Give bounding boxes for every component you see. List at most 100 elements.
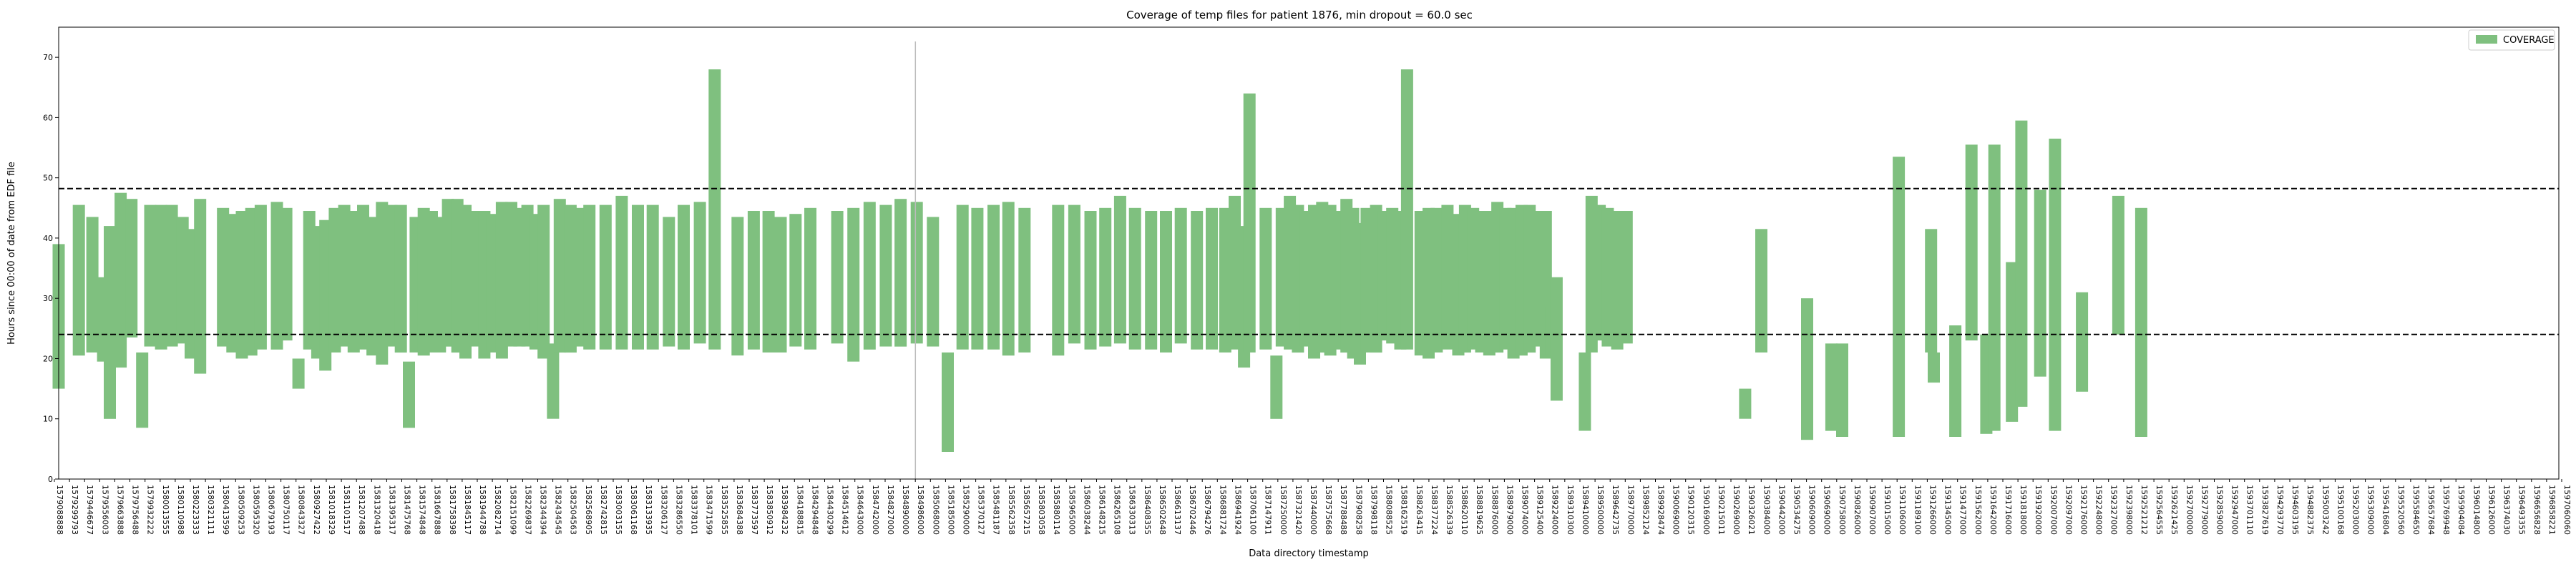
x-tick-label: 1590826000 [1853,485,1862,535]
x-tick-label: 1581758398 [448,485,457,535]
coverage-bar-77 [956,204,969,350]
x-tick-label: 1588377224 [1430,485,1439,535]
x-tick-label: 1581395317 [387,485,396,535]
x-tick-label: 1592521212 [2140,485,2149,535]
coverage-bar-72 [879,204,892,347]
x-tick-label: 1591920000 [2034,485,2043,535]
coverage-bar-63 [731,217,744,356]
x-tick-label: 1592564555 [2155,485,2164,535]
x-tick-label: 1579299793 [70,485,79,535]
x-tick-label: 1589500000 [1596,485,1605,535]
bars-layer [52,69,2147,452]
coverage-bar-85 [1099,207,1112,347]
x-tick-label: 1592327000 [2109,485,2119,535]
coverage-bar-66 [774,217,787,352]
x-tick-label: 1585370127 [977,485,986,535]
coverage-bar-60 [678,204,690,350]
x-tick-label: 1580927422 [312,485,321,535]
x-tick-label: 1588620110 [1460,485,1469,535]
x-tick-label: 1583773597 [750,485,759,535]
coverage-bar-57 [632,204,644,350]
coverage-bar-76 [942,352,954,452]
coverage-bar-119 [1441,204,1454,350]
x-tick-label: 1580223333 [191,485,200,535]
x-tick-label: 1585068000 [931,485,940,535]
x-tick-label: 1590907000 [1868,485,1877,535]
coverage-bar-51 [553,199,566,353]
coverage-bar-26 [338,204,351,347]
coverage-bar-32 [394,204,407,353]
coverage-bar-44 [495,202,508,359]
coverage-bar-13 [194,199,207,374]
coverage-bar-62 [708,69,721,350]
x-tick-label: 1594293770 [2275,485,2285,535]
coverage-bar-137 [1601,207,1614,347]
x-tick-label: 1579932222 [146,485,155,535]
x-tick-label: 1582082714 [493,485,502,535]
x-tick-label: 1595416804 [2381,485,2391,535]
coverage-bar-79 [987,204,1000,350]
coverage-bar-155 [2049,138,2062,431]
x-tick-label: 1593827619 [2260,485,2270,535]
coverage-bar-18 [254,204,267,350]
x-tick-label: 1587321420 [1294,485,1303,535]
x-tick-label: 1586038244 [1082,485,1091,535]
x-tick-label: 1587908258 [1354,485,1363,535]
coverage-bar-134 [1579,352,1591,431]
x-tick-label: 1588979000 [1505,485,1514,535]
x-tick-label: 1583684388 [735,485,744,535]
coverage-bar-53 [574,207,586,347]
x-tick-label: 1584742000 [871,485,880,535]
x-tick-label: 1590269000 [1732,485,1741,535]
coverage-bar-142 [1801,298,1813,440]
x-tick-label: 1579663888 [115,485,125,535]
x-tick-label: 1591716000 [2004,485,2013,535]
coverage-bar-9 [155,204,167,350]
x-tick-label: 1595584650 [2411,485,2421,535]
coverage-bar-14 [217,207,230,347]
x-axis-label: Data directory timestamp [1249,548,1369,559]
x-tick-label: 1586502648 [1158,485,1167,535]
coverage-bar-21 [292,358,305,389]
coverage-bar-78 [971,207,984,350]
x-tick-label: 1592248000 [2094,485,2104,535]
coverage-bar-6 [125,199,138,337]
x-tick-label: 1584890000 [901,485,910,535]
x-tick-label: 1592007000 [2049,485,2058,535]
coverage-bar-92 [1206,207,1218,350]
x-tick-label: 1580750117 [282,485,291,535]
coverage-bar-82 [1052,204,1065,356]
coverage-bar-97 [1259,207,1272,350]
coverage-bar-145 [1893,157,1906,437]
x-tick-label: 1585880114 [1052,485,1061,535]
x-tick-label: 1590384000 [1762,485,1771,535]
coverage-bar-80 [1002,202,1015,356]
coverage-bar-87 [1128,207,1141,350]
x-tick-label: 1579088888 [55,485,64,535]
x-tick-label: 1586148215 [1098,485,1107,535]
coverage-bar-59 [663,217,675,347]
x-tick-label: 1583133935 [644,485,653,535]
x-tick-label: 1589770000 [1626,485,1635,535]
x-tick-label: 1584827000 [886,485,895,535]
coverage-bar-147 [1928,352,1940,383]
x-tick-label: 1580321111 [206,485,215,535]
x-tick-label: 1587440000 [1309,485,1318,535]
x-tick-label: 1591642000 [1989,485,1998,535]
x-tick-label: 1583378101 [690,485,699,535]
y-tick-label: 70 [43,53,53,62]
x-tick-label: 1582269837 [523,485,532,535]
coverage-bar-43 [486,214,499,352]
x-tick-label: 1596014800 [2472,485,2481,535]
x-tick-label: 1586408355 [1143,485,1152,535]
y-tick-label: 0 [48,475,53,484]
x-tick-label: 1583984232 [780,485,789,535]
coverage-bar-8 [144,204,157,347]
coverage-bar-143 [1825,343,1838,431]
x-tick-label: 1581667888 [433,485,442,535]
x-tick-label: 1583206127 [659,485,668,535]
coverage-bar-7 [136,352,149,428]
x-tick-label: 1580413599 [221,485,230,535]
coverage-bar-70 [847,207,860,362]
coverage-bar-157 [2112,195,2124,335]
